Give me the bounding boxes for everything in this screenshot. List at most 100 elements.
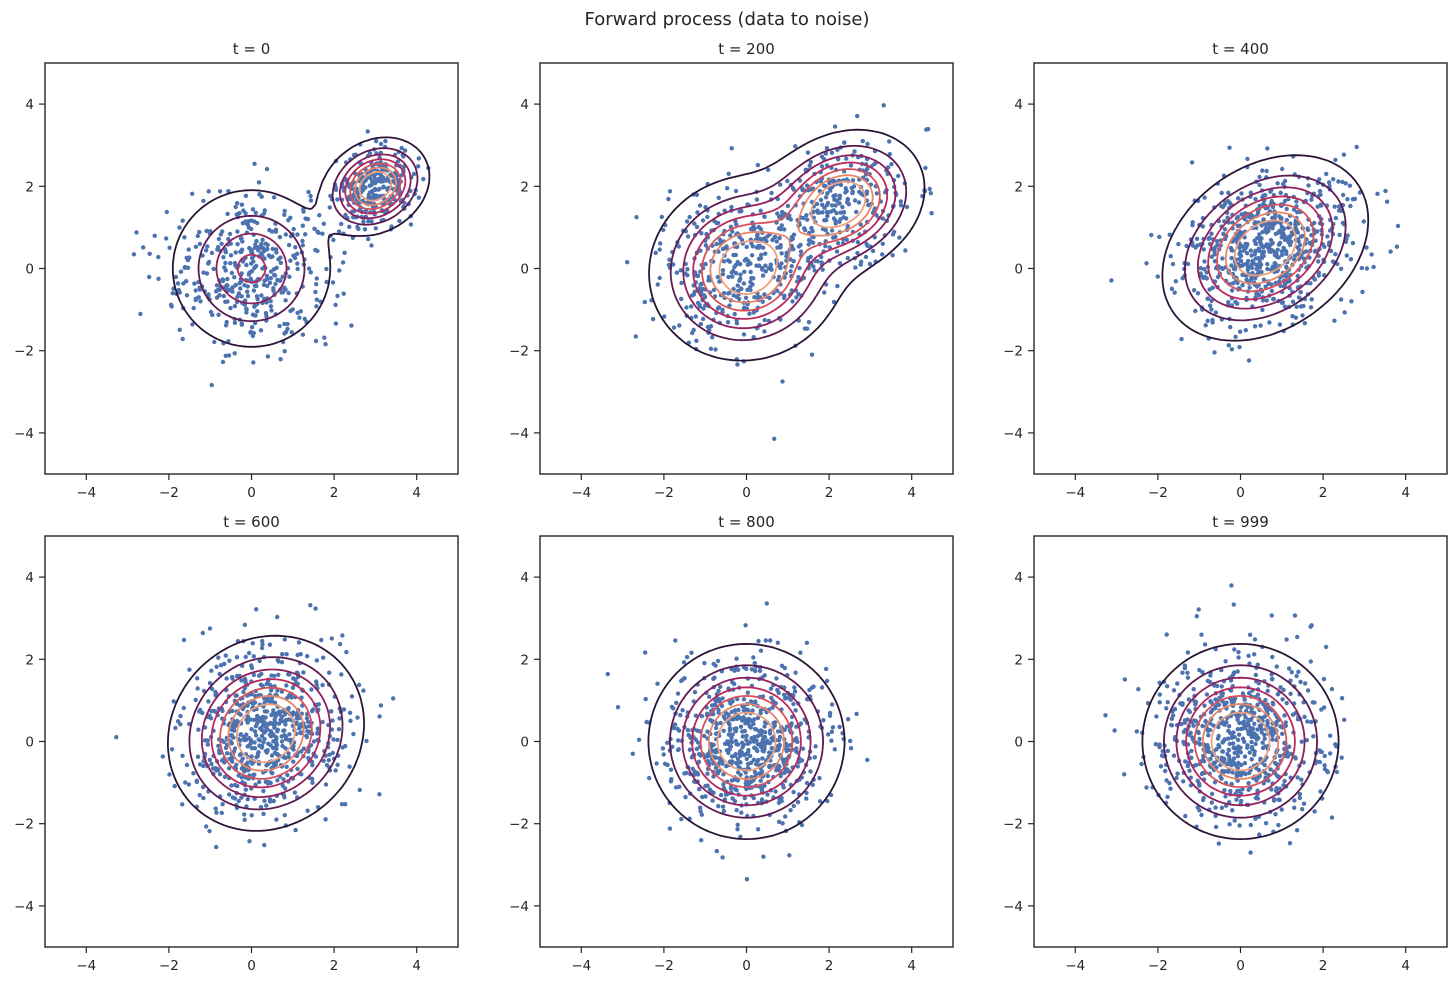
data-point: [1165, 748, 1171, 754]
data-point: [759, 266, 765, 271]
x-tick-label: −2: [159, 485, 179, 501]
data-point: [804, 796, 809, 801]
data-point: [752, 726, 758, 732]
data-point: [306, 266, 312, 271]
data-point: [779, 261, 784, 266]
data-point: [776, 800, 782, 805]
data-point: [1181, 779, 1186, 784]
data-point: [827, 713, 833, 718]
data-point: [1324, 171, 1329, 177]
data-point: [1239, 762, 1244, 768]
data-point: [1157, 234, 1162, 240]
x-tick-label: −4: [1065, 958, 1085, 974]
data-point: [250, 207, 256, 212]
data-point: [1263, 284, 1268, 289]
data-point: [703, 205, 708, 210]
data-point: [1375, 191, 1380, 196]
data-point: [245, 720, 250, 725]
density-contour-level-3: [215, 153, 412, 305]
data-point: [744, 244, 749, 250]
data-point: [693, 713, 699, 718]
data-point: [826, 732, 831, 737]
data-point: [196, 727, 201, 732]
data-point: [633, 334, 638, 339]
data-point: [339, 802, 345, 807]
data-point: [1226, 190, 1231, 195]
data-point: [1257, 182, 1262, 188]
data-point: [819, 260, 824, 265]
data-point: [1295, 717, 1301, 722]
data-point: [311, 739, 317, 744]
data-point: [381, 185, 386, 190]
data-point: [748, 226, 754, 232]
data-point: [236, 291, 242, 296]
data-point: [793, 144, 798, 149]
data-point: [787, 696, 792, 701]
data-point: [731, 252, 736, 258]
data-point: [775, 245, 780, 250]
data-point: [1231, 741, 1236, 746]
data-point: [279, 739, 285, 744]
data-point: [815, 210, 820, 215]
data-point: [277, 234, 283, 240]
data-point: [856, 200, 862, 205]
data-point: [1269, 282, 1274, 287]
data-point: [1289, 670, 1295, 675]
data-point: [1308, 659, 1314, 664]
data-point: [232, 303, 238, 309]
data-point: [679, 296, 684, 302]
data-point: [689, 304, 694, 309]
y-tick-label: −2: [509, 344, 529, 360]
data-point: [240, 756, 245, 761]
data-point: [253, 693, 258, 699]
data-point: [790, 236, 795, 241]
data-point: [845, 197, 850, 202]
data-point: [729, 735, 734, 741]
data-point: [214, 810, 219, 815]
data-point: [738, 760, 743, 765]
data-point: [194, 779, 200, 785]
data-point: [1189, 748, 1194, 754]
data-point: [206, 699, 211, 704]
data-point: [167, 772, 172, 777]
data-point: [265, 354, 271, 359]
data-point: [239, 678, 244, 683]
data-point: [1285, 750, 1290, 755]
data-point: [694, 746, 699, 752]
data-point: [1186, 708, 1191, 713]
data-point: [1296, 247, 1302, 252]
data-point: [834, 249, 840, 254]
data-point: [683, 794, 688, 800]
data-point: [223, 353, 228, 358]
data-point: [1153, 742, 1159, 747]
data-point: [1197, 783, 1202, 788]
data-point: [239, 294, 244, 299]
density-contour-level-7: [236, 703, 296, 763]
data-point: [1197, 736, 1202, 742]
data-point: [1317, 188, 1323, 194]
data-point: [306, 755, 311, 761]
data-point: [183, 780, 188, 785]
data-point: [213, 806, 218, 811]
data-point: [351, 731, 356, 737]
data-point: [751, 223, 756, 229]
data-point: [238, 236, 244, 241]
data-point: [378, 703, 384, 708]
data-point: [866, 202, 871, 208]
data-point: [249, 663, 254, 668]
data-point: [1272, 261, 1277, 266]
data-point: [330, 750, 335, 756]
data-point: [208, 716, 214, 721]
data-point: [759, 797, 765, 802]
data-point: [261, 729, 267, 735]
data-point: [751, 737, 756, 742]
data-point: [1171, 688, 1177, 693]
data-point: [241, 736, 246, 741]
data-point: [831, 208, 836, 213]
y-tick-label: 0: [1014, 735, 1023, 751]
data-point: [201, 198, 206, 204]
data-point: [304, 716, 310, 721]
data-point: [834, 210, 839, 216]
data-point: [870, 248, 876, 254]
data-point: [835, 283, 840, 289]
